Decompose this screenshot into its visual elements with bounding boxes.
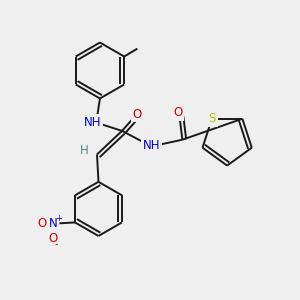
Text: NH: NH — [143, 139, 160, 152]
Text: +: + — [55, 214, 62, 223]
Text: N: N — [49, 218, 57, 230]
Text: H: H — [80, 144, 89, 158]
Text: -: - — [55, 239, 58, 249]
Text: O: O — [37, 218, 46, 230]
Text: O: O — [132, 108, 141, 121]
Text: S: S — [208, 112, 216, 125]
Text: O: O — [173, 106, 183, 119]
Text: NH: NH — [84, 116, 101, 128]
Text: O: O — [48, 232, 58, 244]
